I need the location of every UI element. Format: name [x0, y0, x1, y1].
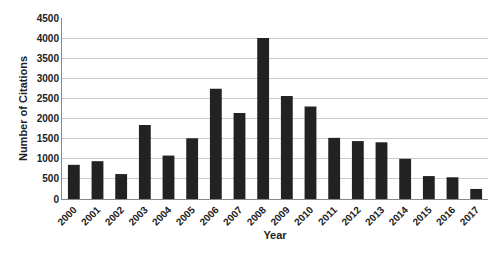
svg-text:3000: 3000: [37, 73, 60, 84]
svg-text:1000: 1000: [37, 153, 60, 164]
svg-text:2005: 2005: [174, 204, 198, 228]
svg-text:2013: 2013: [363, 204, 387, 228]
svg-text:2009: 2009: [268, 204, 292, 228]
svg-text:2010: 2010: [292, 204, 316, 228]
svg-text:500: 500: [42, 173, 59, 184]
svg-text:2012: 2012: [339, 204, 363, 228]
svg-text:4000: 4000: [37, 33, 60, 44]
svg-text:2007: 2007: [221, 204, 245, 228]
svg-text:Number of Citations: Number of Citations: [17, 56, 29, 161]
svg-text:4500: 4500: [37, 13, 60, 24]
svg-text:2008: 2008: [245, 204, 269, 228]
svg-text:2500: 2500: [37, 93, 60, 104]
svg-text:2014: 2014: [387, 204, 411, 228]
svg-text:2003: 2003: [126, 204, 150, 228]
svg-text:2004: 2004: [150, 204, 174, 228]
svg-text:2015: 2015: [410, 204, 434, 228]
svg-text:2006: 2006: [197, 204, 221, 228]
svg-text:2017: 2017: [458, 204, 482, 228]
svg-text:2000: 2000: [37, 113, 60, 124]
svg-text:1500: 1500: [37, 133, 60, 144]
svg-text:3500: 3500: [37, 53, 60, 64]
svg-text:2011: 2011: [316, 204, 339, 227]
svg-text:2002: 2002: [103, 204, 127, 228]
svg-text:2016: 2016: [434, 204, 458, 228]
svg-text:2000: 2000: [55, 204, 79, 228]
svg-text:0: 0: [53, 194, 59, 205]
svg-text:2001: 2001: [79, 204, 103, 228]
svg-text:Year: Year: [263, 229, 287, 241]
